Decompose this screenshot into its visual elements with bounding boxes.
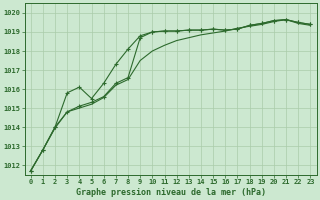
X-axis label: Graphe pression niveau de la mer (hPa): Graphe pression niveau de la mer (hPa)	[76, 188, 266, 197]
